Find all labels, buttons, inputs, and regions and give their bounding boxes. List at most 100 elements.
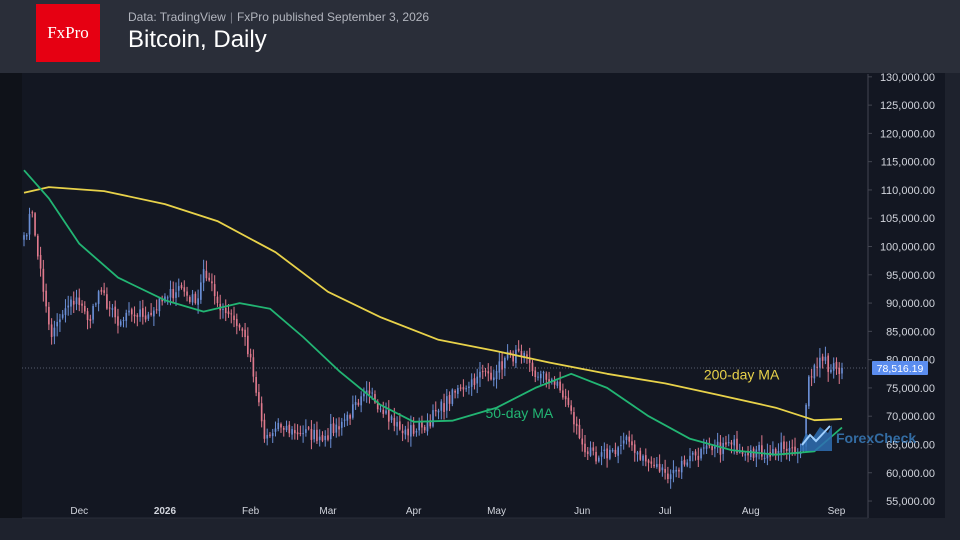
- ma50-label: 50-day MA: [486, 405, 554, 421]
- candle-body: [305, 429, 307, 433]
- published-label: FxPro published September 3, 2026: [236, 10, 430, 24]
- candle-body: [617, 447, 619, 456]
- candle-body: [410, 425, 412, 437]
- candle-body: [318, 436, 321, 441]
- candle-body: [23, 235, 25, 240]
- candle-body: [484, 370, 487, 372]
- candle-body: [175, 292, 177, 298]
- candle-body: [313, 429, 315, 440]
- candle-body: [597, 457, 600, 462]
- candle-body: [744, 454, 747, 456]
- candle-body: [457, 388, 459, 394]
- candle-body: [299, 432, 302, 435]
- moving-average-lines: [23, 169, 843, 456]
- x-tick-label: Feb: [242, 506, 260, 517]
- candle-body: [810, 376, 813, 378]
- candle-body: [249, 353, 252, 358]
- candle-body: [321, 435, 324, 441]
- candle-body: [117, 316, 119, 326]
- candle-body: [393, 417, 396, 426]
- candle-body: [92, 306, 94, 320]
- candle-body: [224, 307, 227, 314]
- candle-body: [404, 429, 407, 435]
- meta-separator: |: [229, 10, 233, 24]
- candle-body: [81, 303, 83, 306]
- candle-body: [705, 445, 708, 449]
- candle-body: [230, 313, 233, 315]
- candle-body: [133, 314, 136, 317]
- candle-body: [147, 314, 150, 319]
- candle-body: [504, 357, 506, 369]
- candle-body: [412, 424, 415, 434]
- candle-body: [708, 444, 711, 446]
- candle-body: [498, 361, 501, 373]
- candle-body: [233, 315, 235, 321]
- x-axis: Dec 2026 Feb Mar Apr May Jun Jul Aug Sep: [22, 506, 868, 519]
- candle-body: [396, 422, 398, 427]
- candle-body: [354, 402, 357, 405]
- candle-body: [564, 396, 567, 400]
- candle-body: [269, 434, 271, 436]
- candle-body: [194, 293, 197, 304]
- chart-title: Bitcoin, Daily: [128, 26, 267, 53]
- candle-body: [255, 376, 257, 393]
- candle-body: [357, 402, 360, 405]
- candle-body: [238, 324, 241, 328]
- candle-body: [368, 390, 371, 394]
- candle-body: [130, 309, 133, 315]
- candle-body: [166, 297, 169, 299]
- y-tick-label: 120,000.00: [880, 128, 935, 140]
- candle-body: [78, 297, 81, 305]
- candle-body: [349, 415, 351, 419]
- candle-body: [788, 448, 791, 452]
- candle-body: [741, 451, 744, 454]
- candle-body: [202, 269, 205, 283]
- candle-body: [622, 440, 625, 444]
- candle-body: [86, 311, 89, 321]
- candle-body: [584, 443, 586, 453]
- candle-body: [180, 285, 183, 289]
- candle-body: [111, 308, 114, 310]
- candle-body: [562, 390, 564, 398]
- candle-body: [714, 446, 716, 449]
- candle-body: [644, 455, 647, 462]
- candle-body: [164, 296, 166, 302]
- candle-body: [575, 423, 578, 427]
- candle-body: [523, 352, 526, 359]
- candle-body: [592, 447, 595, 451]
- y-tick-label: 110,000.00: [881, 185, 935, 197]
- candle-body: [780, 442, 783, 453]
- candle-body: [252, 357, 255, 377]
- candle-body: [719, 442, 722, 455]
- candle-body: [672, 470, 675, 474]
- x-tick-label: May: [487, 506, 506, 517]
- candle-body: [103, 290, 105, 293]
- candle-body: [385, 410, 387, 414]
- candle-body: [805, 404, 807, 447]
- candle-body: [106, 294, 108, 309]
- candle-body: [310, 428, 313, 440]
- candle-body: [462, 387, 465, 390]
- candle-body: [716, 441, 719, 446]
- candle-body: [451, 389, 454, 404]
- left-border: [0, 73, 22, 518]
- candle-body: [570, 405, 573, 411]
- candle-body: [517, 348, 520, 351]
- candle-body: [285, 425, 288, 431]
- candle-body: [247, 335, 249, 355]
- candle-body: [222, 308, 224, 310]
- bottom-strip: [0, 518, 960, 540]
- candle-body: [280, 424, 282, 428]
- candle-body: [487, 371, 490, 374]
- y-tick-label: 75,000.00: [886, 383, 935, 395]
- candle-body: [551, 379, 553, 382]
- candle-body: [534, 370, 537, 378]
- candle-body: [155, 309, 158, 311]
- candle-body: [125, 312, 128, 321]
- candle-body: [578, 424, 581, 439]
- ma200-line: [23, 186, 843, 422]
- candle-body: [727, 441, 730, 444]
- candle-body: [213, 284, 216, 297]
- candle-body: [827, 355, 830, 372]
- x-tick-label: Sep: [828, 506, 846, 517]
